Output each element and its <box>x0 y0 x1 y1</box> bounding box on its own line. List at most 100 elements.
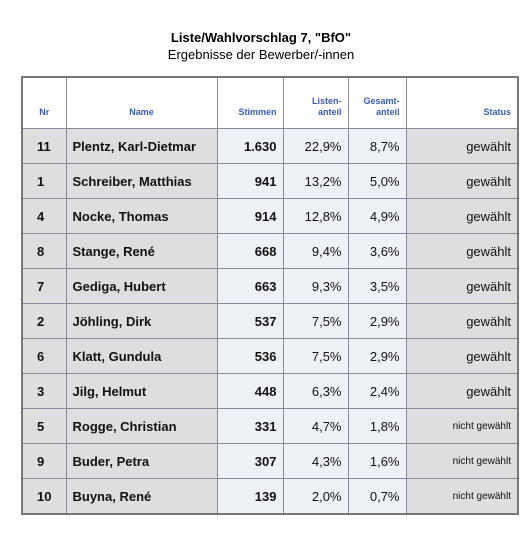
cell: 1.630 <box>216 128 284 164</box>
cell: 9,4% <box>282 233 349 269</box>
cell: Nocke, Thomas <box>65 198 218 234</box>
header-row: Nr Name Stimmen Listen-anteil Gesamt-anteil S… <box>21 76 519 129</box>
cell: nicht gewählt <box>405 443 519 479</box>
cell: 6 <box>21 338 67 374</box>
column-header: Status <box>405 76 519 129</box>
result-row: 1 Schreiber, Matthias 941 13,2% 5,0% gewählt <box>21 163 519 199</box>
cell: gewählt <box>405 128 519 164</box>
cell: 2,4% <box>347 373 407 409</box>
title: Liste/Wahlvorschlag 7, "BfO" <box>170 30 352 45</box>
cell: 4 <box>21 198 67 234</box>
column-header: Gesamt-anteil <box>347 76 407 129</box>
cell: 4,3% <box>282 443 349 479</box>
cell: 5 <box>21 408 67 444</box>
header-text: Listen- <box>311 96 342 106</box>
cell: 139 <box>216 478 284 515</box>
result-row: 3 Jilg, Helmut 448 6,3% 2,4% gewählt <box>21 373 519 409</box>
result-row: 10 Buyna, René 139 2,0% 0,7% nicht gewählt <box>21 478 519 515</box>
result-row: 8 Stange, René 668 9,4% 3,6% gewählt <box>21 233 519 269</box>
cell: 663 <box>216 268 284 304</box>
subtitle: Ergebnisse der Bewerber/-innen <box>167 47 355 62</box>
header-text: Nr <box>39 107 50 117</box>
cell: 941 <box>216 163 284 199</box>
cell: 536 <box>216 338 284 374</box>
header-text: anteil <box>375 107 400 117</box>
cell: 9 <box>21 443 67 479</box>
header-text: anteil <box>317 107 342 117</box>
cell: Plentz, Karl-Dietmar <box>65 128 218 164</box>
cell: 2,0% <box>282 478 349 515</box>
cell: 1,6% <box>347 443 407 479</box>
cell: 2,9% <box>347 338 407 374</box>
column-header: Nr <box>21 76 67 129</box>
cell: 8,7% <box>347 128 407 164</box>
cell: 7,5% <box>282 338 349 374</box>
cell: 10 <box>21 478 67 515</box>
cell: Jöhling, Dirk <box>65 303 218 339</box>
cell: gewählt <box>405 233 519 269</box>
cell: 4,9% <box>347 198 407 234</box>
cell: 11 <box>21 128 67 164</box>
cell: 12,8% <box>282 198 349 234</box>
header-text: Stimmen <box>238 107 277 117</box>
cell: Stange, René <box>65 233 218 269</box>
header-text: Gesamt- <box>363 96 400 106</box>
cell: gewählt <box>405 163 519 199</box>
cell: Buder, Petra <box>65 443 218 479</box>
cell: Rogge, Christian <box>65 408 218 444</box>
result-row: 9 Buder, Petra 307 4,3% 1,6% nicht gewählt <box>21 443 519 479</box>
cell: 914 <box>216 198 284 234</box>
cell: gewählt <box>405 198 519 234</box>
cell: 9,3% <box>282 268 349 304</box>
cell: 307 <box>216 443 284 479</box>
result-row: 2 Jöhling, Dirk 537 7,5% 2,9% gewählt <box>21 303 519 339</box>
cell: 2 <box>21 303 67 339</box>
cell: nicht gewählt <box>405 408 519 444</box>
cell: 7,5% <box>282 303 349 339</box>
table-head: Nr Name Stimmen Listen-anteil Gesamt-anteil S… <box>21 76 519 129</box>
result-row: 7 Gediga, Hubert 663 9,3% 3,5% gewählt <box>21 268 519 304</box>
cell: 448 <box>216 373 284 409</box>
cell: 6,3% <box>282 373 349 409</box>
cell: 537 <box>216 303 284 339</box>
cell: 5,0% <box>347 163 407 199</box>
cell: 22,9% <box>282 128 349 164</box>
cell: 0,7% <box>347 478 407 515</box>
cell: Klatt, Gundula <box>65 338 218 374</box>
cell: 4,7% <box>282 408 349 444</box>
cell: 13,2% <box>282 163 349 199</box>
cell: Gediga, Hubert <box>65 268 218 304</box>
cell: 331 <box>216 408 284 444</box>
result-row: 5 Rogge, Christian 331 4,7% 1,8% nicht gewähl… <box>21 408 519 444</box>
results-table: Nr Name Stimmen Listen-anteil Gesamt-anteil S… <box>21 76 519 515</box>
result-row: 4 Nocke, Thomas 914 12,8% 4,9% gewählt <box>21 198 519 234</box>
cell: 8 <box>21 233 67 269</box>
cell: 2,9% <box>347 303 407 339</box>
cell: 3 <box>21 373 67 409</box>
cell: 3,5% <box>347 268 407 304</box>
cell: 3,6% <box>347 233 407 269</box>
result-row: 11 Plentz, Karl-Dietmar 1.630 22,9% 8,7% gewä… <box>21 128 519 164</box>
column-header: Stimmen <box>216 76 284 129</box>
cell: 668 <box>216 233 284 269</box>
cell: gewählt <box>405 303 519 339</box>
header-text: Status <box>483 107 511 117</box>
cell: gewählt <box>405 338 519 374</box>
cell: 1,8% <box>347 408 407 444</box>
cell: Buyna, René <box>65 478 218 515</box>
cell: Schreiber, Matthias <box>65 163 218 199</box>
cell: gewählt <box>405 373 519 409</box>
header-text: Name <box>129 107 154 117</box>
result-row: 6 Klatt, Gundula 536 7,5% 2,9% gewählt <box>21 338 519 374</box>
cell: gewählt <box>405 268 519 304</box>
cell: nicht gewählt <box>405 478 519 515</box>
cell: Jilg, Helmut <box>65 373 218 409</box>
table-body: 11 Plentz, Karl-Dietmar 1.630 22,9% 8,7% gewä… <box>21 128 519 515</box>
column-header: Listen-anteil <box>282 76 349 129</box>
column-header: Name <box>65 76 218 129</box>
cell: 7 <box>21 268 67 304</box>
cell: 1 <box>21 163 67 199</box>
